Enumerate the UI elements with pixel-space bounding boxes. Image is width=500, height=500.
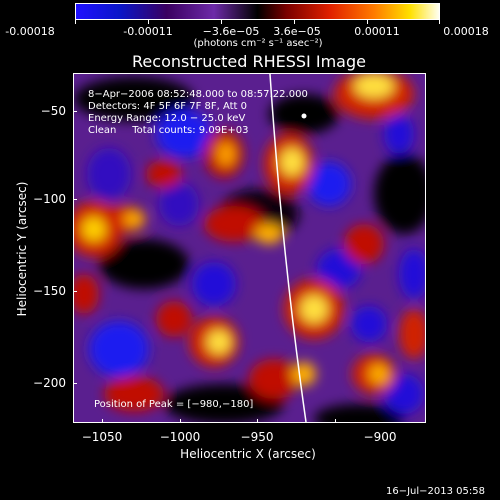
colorbar-tick-mark xyxy=(75,20,76,24)
image-canvas xyxy=(74,74,425,422)
x-tick-label: −950 xyxy=(240,430,274,444)
x-tick-mark xyxy=(257,419,258,423)
x-tick-label: −1000 xyxy=(159,430,201,444)
energy-annotation: Energy Range: 12.0 − 25.0 keV xyxy=(88,113,246,124)
x-tick-mark xyxy=(180,419,181,423)
colorbar-tick-mark xyxy=(294,20,295,24)
plot-title: Reconstructed RHESSI Image xyxy=(132,52,366,71)
solar-limb-line xyxy=(269,74,307,422)
peak-marker xyxy=(301,113,307,119)
colorbar-tick-label: 0.00018 xyxy=(443,25,489,38)
clean-counts-annotation: Clean Total counts: 9.09E+03 xyxy=(88,125,249,136)
y-tick-label: −50 xyxy=(40,104,66,118)
colorbar-tick-mark xyxy=(221,20,222,24)
y-tick-mark xyxy=(73,291,77,292)
y-tick-label: −150 xyxy=(33,284,66,298)
timestamp-footer: 16−Jul−2013 05:58 xyxy=(386,486,485,497)
time-range-annotation: 8−Apr−2006 08:52:48.000 to 08:57:22.000 xyxy=(88,89,308,100)
rhessi-image: 8−Apr−2006 08:52:48.000 to 08:57:22.000 … xyxy=(73,73,426,423)
colorbar xyxy=(75,3,440,20)
colorbar-tick-label: 0.00011 xyxy=(354,25,400,38)
colorbar-tick-label: -0.00018 xyxy=(5,25,55,38)
y-tick-label: −200 xyxy=(33,376,66,390)
peak-position-annotation: Position of Peak = [−980,−180] xyxy=(94,399,254,410)
colorbar-tick-label: -0.00011 xyxy=(123,25,173,38)
y-tick-mark xyxy=(73,111,77,112)
colorbar-tick-mark xyxy=(367,20,368,24)
y-axis-label: Heliocentric Y (arcsec) xyxy=(15,181,29,317)
y-tick-mark xyxy=(73,199,77,200)
x-tick-mark xyxy=(102,419,103,423)
detectors-annotation: Detectors: 4F 5F 6F 7F 8F, Att 0 xyxy=(88,101,248,112)
x-axis-label: Heliocentric X (arcsec) xyxy=(180,447,316,461)
colorbar-tick-label: −3.6e−05 xyxy=(202,25,260,38)
colorbar-tick-label: 3.6e−05 xyxy=(273,25,321,38)
y-tick-label: −100 xyxy=(33,192,66,206)
y-tick-mark xyxy=(73,383,77,384)
x-tick-mark xyxy=(335,419,336,423)
colorbar-units: (photons cm⁻² s⁻¹ asec⁻²) xyxy=(193,38,323,49)
colorbar-tick-mark xyxy=(148,20,149,24)
x-tick-label: −900 xyxy=(363,430,397,444)
colorbar-tick-mark xyxy=(439,20,440,24)
x-tick-label: −1050 xyxy=(81,430,123,444)
